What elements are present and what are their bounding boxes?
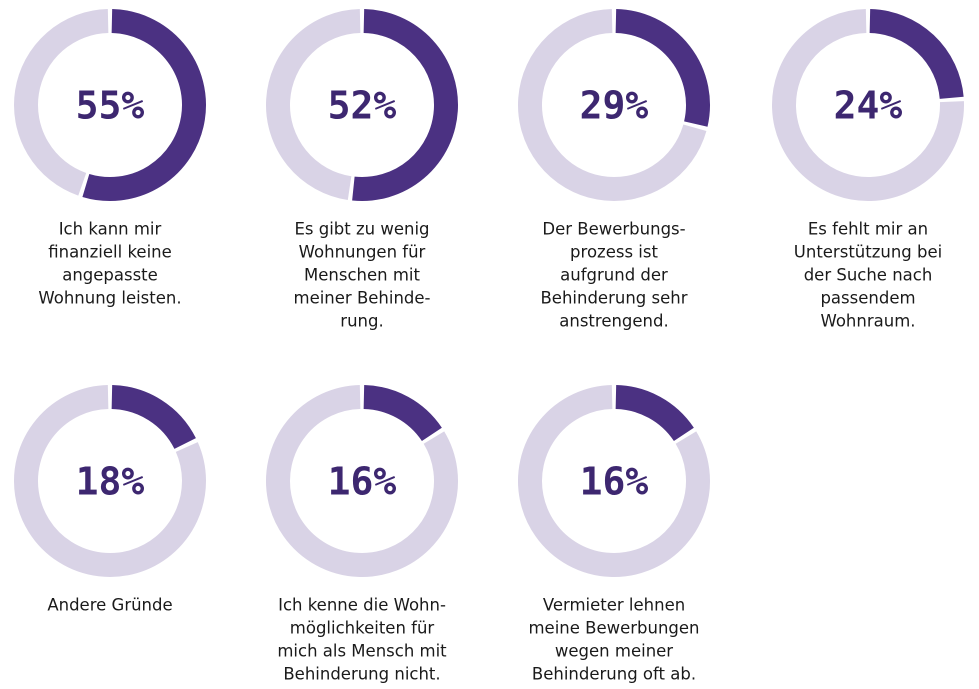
caption-line: rung.	[340, 312, 383, 331]
donut-track	[266, 385, 458, 577]
caption-line: wegen meiner	[555, 642, 673, 661]
caption-line: Behinderung nicht.	[283, 665, 440, 684]
donut-track	[518, 385, 710, 577]
caption-line: passendem	[820, 289, 915, 308]
donut-track	[266, 9, 361, 200]
donut-track	[14, 385, 206, 577]
caption-line: möglichkeiten für	[290, 619, 435, 638]
caption-line: aufgrund der	[560, 266, 668, 285]
percentage-label: 16%	[328, 460, 397, 504]
caption-line: Wohnung leisten.	[38, 289, 181, 308]
donut-segment	[352, 9, 458, 201]
caption-line: Ich kann mir	[59, 220, 162, 239]
caption-line: mich als Mensch mit	[277, 642, 447, 661]
caption-line: Wohnungen für	[299, 243, 426, 262]
caption-line: Der Bewerbungs-	[542, 220, 685, 239]
caption-line: prozess ist	[570, 243, 658, 262]
caption-line: Unterstützung bei	[794, 243, 942, 262]
donut-track	[772, 9, 964, 201]
caption-line: meine Bewerbungen	[528, 619, 699, 638]
caption-line: Ich kenne die Wohn-	[278, 596, 446, 615]
caption-line: der Suche nach	[804, 266, 933, 285]
donut-track	[14, 9, 109, 196]
donut-track	[518, 9, 707, 201]
donut-segment	[111, 385, 196, 450]
caption-line: Behinderung oft ab.	[532, 665, 696, 684]
caption-line: Vermieter lehnen	[543, 596, 685, 615]
caption-line: Menschen mit	[304, 266, 420, 285]
caption-line: Behinderung sehr	[540, 289, 687, 308]
caption-line: angepasste	[62, 266, 158, 285]
caption-line: meiner Behinde-	[294, 289, 431, 308]
percentage-label: 18%	[76, 460, 145, 504]
percentage-label: 16%	[580, 460, 649, 504]
percentage-label: 29%	[580, 84, 649, 128]
caption-line: Es gibt zu wenig	[294, 220, 429, 239]
caption-line: anstrengend.	[559, 312, 668, 331]
donut-segment	[82, 9, 206, 201]
percentage-label: 24%	[834, 84, 903, 128]
donut-segment	[869, 9, 964, 100]
percentage-label: 52%	[328, 84, 397, 128]
percentage-label: 55%	[76, 84, 145, 128]
donut-segment	[363, 385, 442, 442]
caption-line: finanziell keine	[48, 243, 172, 262]
donut-segment	[615, 9, 710, 127]
caption-line: Andere Gründe	[47, 596, 172, 615]
caption-line: Wohnraum.	[820, 312, 915, 331]
donut-segment	[615, 385, 694, 442]
caption-line: Es fehlt mir an	[808, 220, 928, 239]
